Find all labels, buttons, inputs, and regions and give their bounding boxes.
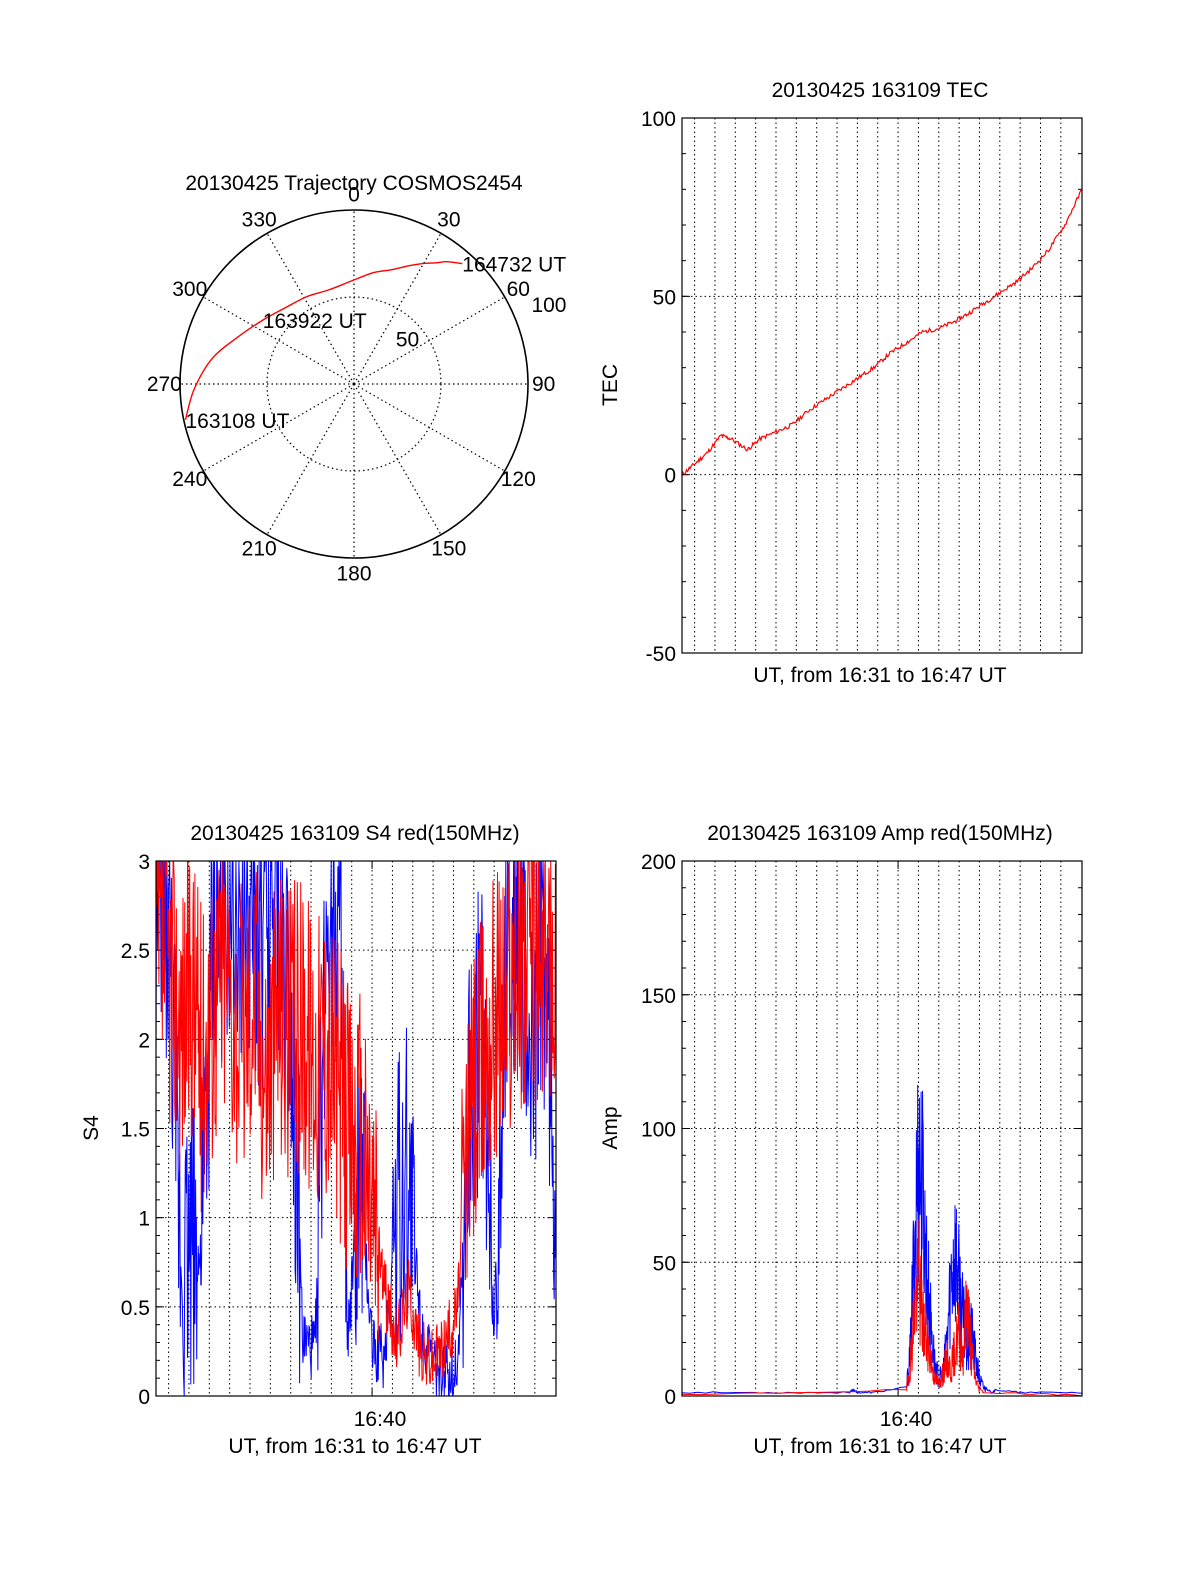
s4-series-red <box>156 861 556 1385</box>
s4-ytick-label: 1.5 <box>121 1119 150 1142</box>
polar-spoke <box>353 383 505 472</box>
s4-chart: 20130425 163109 S4 red(150MHz) UT, from … <box>80 822 557 1458</box>
polar-angle-label: 120 <box>501 468 536 491</box>
s4-plot-frame <box>155 860 557 1397</box>
s4-title: 20130425 163109 S4 red(150MHz) <box>190 822 519 845</box>
tec-ytick-label: -50 <box>646 643 676 666</box>
polar-spoke <box>353 233 442 385</box>
amp-ytick-label: 200 <box>641 851 676 874</box>
tec-xlabel: UT, from 16:31 to 16:47 UT <box>753 664 1006 687</box>
trajectory-time-label: 163108 UT <box>186 410 290 433</box>
amp-chart: 20130425 163109 Amp red(150MHz) UT, from… <box>599 822 1083 1458</box>
polar-angle-label: 30 <box>437 209 460 232</box>
amp-ytick-label: 150 <box>641 985 676 1008</box>
polar-spoke <box>203 296 355 385</box>
polar-spoke <box>353 296 505 385</box>
s4-ytick-label: 3 <box>138 851 150 874</box>
polar-angle-label: 150 <box>431 537 466 560</box>
polar-angle-label: 270 <box>147 373 182 396</box>
amp-series-blue <box>682 1084 1082 1395</box>
amp-ytick-label: 50 <box>653 1252 676 1275</box>
polar-radial-label: 50 <box>396 328 419 351</box>
polar-angle-label: 90 <box>532 373 555 396</box>
polar-angle-label: 60 <box>507 278 530 301</box>
polar-spoke <box>266 233 355 385</box>
amp-plot-frame <box>681 860 1083 1397</box>
polar-title: 20130425 Trajectory COSMOS2454 <box>185 172 523 195</box>
s4-ytick-label: 0.5 <box>121 1297 150 1320</box>
polar-spoke <box>353 383 442 535</box>
tec-ylabel: TEC <box>599 364 622 406</box>
tec-series-group <box>682 188 1082 475</box>
tec-plot-frame <box>681 117 1083 654</box>
amp-ytick-label: 0 <box>664 1386 676 1409</box>
s4-ytick-label: 1 <box>138 1208 150 1231</box>
trajectory-time-label: 164732 UT <box>462 254 566 277</box>
amp-title: 20130425 163109 Amp red(150MHz) <box>707 822 1053 845</box>
polar-angle-label: 0 <box>348 183 360 206</box>
tec-ytick-label: 50 <box>653 286 676 309</box>
amp-xtick-label: 16:40 <box>880 1408 933 1431</box>
polar-trajectory-line <box>184 260 463 420</box>
s4-ytick-label: 0 <box>138 1386 150 1409</box>
trajectory-time-label: 163922 UT <box>263 310 367 333</box>
polar-spoke <box>266 383 355 535</box>
s4-ylabel: S4 <box>80 1115 103 1141</box>
tec-series-red <box>682 188 1082 475</box>
polar-angle-label: 210 <box>242 537 277 560</box>
polar-spoke <box>203 383 355 472</box>
polar-angle-label: 300 <box>172 278 207 301</box>
tec-chart: 20130425 163109 TEC UT, from 16:31 to 16… <box>599 79 1083 687</box>
s4-xlabel: UT, from 16:31 to 16:47 UT <box>228 1435 481 1458</box>
amp-series-red <box>682 1219 1082 1396</box>
amp-ylabel: Amp <box>599 1106 622 1149</box>
s4-series-group <box>156 861 556 1396</box>
polar-radial-label: 100 <box>531 294 566 317</box>
s4-ytick-label: 2.5 <box>121 940 150 963</box>
polar-angle-label: 330 <box>242 209 277 232</box>
amp-series-group <box>682 1084 1082 1396</box>
tec-ytick-label: 0 <box>664 465 676 488</box>
polar-angle-label: 180 <box>336 563 371 586</box>
tec-ytick-label: 100 <box>641 108 676 131</box>
s4-ytick-label: 2 <box>138 1029 150 1052</box>
tec-title: 20130425 163109 TEC <box>772 79 989 102</box>
polar-trajectory-chart: 20130425 Trajectory COSMOS2454 0 30 60 90 12… <box>147 172 567 586</box>
polar-outer-circle <box>179 209 529 559</box>
polar-angle-label: 240 <box>172 468 207 491</box>
s4-xtick-label: 16:40 <box>354 1408 407 1431</box>
amp-xlabel: UT, from 16:31 to 16:47 UT <box>753 1435 1006 1458</box>
amp-ytick-label: 100 <box>641 1119 676 1142</box>
